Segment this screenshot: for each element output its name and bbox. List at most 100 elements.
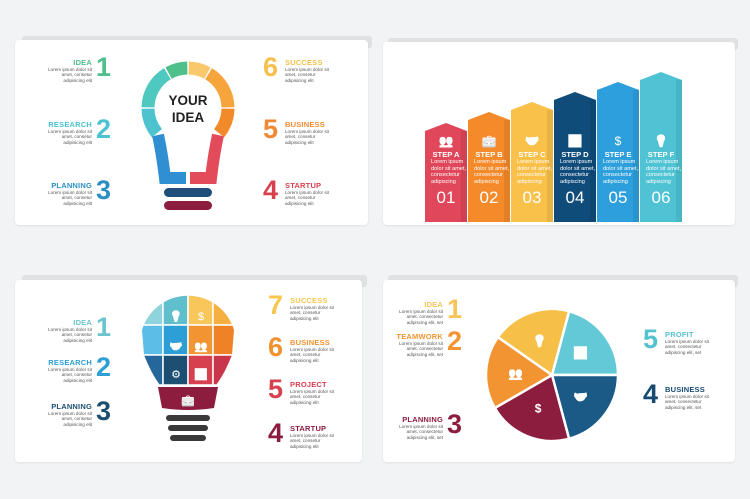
- step-number: 05: [608, 188, 628, 208]
- step-column-step-c: [511, 102, 553, 222]
- step-column-shade: [461, 131, 467, 222]
- item-label: RESEARCH: [48, 358, 92, 367]
- bulb-tile: [212, 324, 234, 356]
- bulb-segment: [152, 133, 186, 184]
- lightbulb-outline-graphic: [141, 61, 235, 210]
- step-column-step-f: [640, 72, 682, 222]
- item-description: Lorem ipsum dolor sit amet, consetur adi…: [290, 389, 334, 405]
- lightbulb-icon: 💡: [532, 334, 547, 348]
- item-description: Lorem ipsum dolor sit amet, consetur adi…: [285, 67, 329, 83]
- item-number: 5: [263, 114, 279, 144]
- step-description: Lorem ipsum dolor sit amet, consectetur …: [517, 159, 553, 185]
- item-label: BUSINESS: [290, 338, 330, 347]
- list-item-planning: PLANNING Lorem ipsum dolor sit amet, cons…: [383, 411, 462, 440]
- step-title: STEP A: [432, 150, 460, 159]
- step-column-shade: [504, 120, 510, 222]
- step-number: 04: [565, 188, 585, 208]
- item-number: 3: [447, 409, 463, 439]
- pie-slice: [493, 373, 571, 443]
- pie-cycle-graphic: 📊 🤝 $ 👥 💡: [484, 307, 620, 443]
- step-content: $ STEP E Lorem ipsum dolor sit amet, conse…: [597, 134, 639, 208]
- steps-graphic: [425, 72, 682, 222]
- list-item-success: SUCCESS Lorem ipsum dolor sit amet, conse…: [263, 54, 345, 83]
- item-description: Lorem ipsum dolor sit amet, consetur adi…: [48, 327, 92, 343]
- step-title: STEP E: [604, 150, 632, 159]
- bulb-tiles: [142, 295, 234, 385]
- item-label: BUSINESS: [285, 120, 325, 129]
- list-item-startup: STARTUP Lorem ipsum dolor sit amet, conse…: [263, 177, 345, 206]
- bulb-segment: [204, 68, 235, 108]
- item-number: 5: [643, 324, 659, 354]
- bulb-tile: [212, 295, 234, 326]
- list-item-idea: IDEA Lorem ipsum dolor sit amet, consetur…: [32, 314, 111, 343]
- item-label: PLANNING: [402, 415, 443, 424]
- item-number: 5: [268, 374, 284, 404]
- gear-icon: ⚙: [171, 369, 181, 381]
- item-description: Lorem ipsum dolor sit amet, consetur adi…: [48, 67, 92, 83]
- bulb-segment: [213, 108, 235, 138]
- lightbulb-icon: 💡: [653, 134, 669, 148]
- slide-pie-cycle[interactable]: 📊 🤝 $ 👥 💡 IDEA Lorem ipsum dolor sit amet, co…: [383, 280, 735, 462]
- step-number: 03: [522, 188, 542, 208]
- bulb-center-text: YOUR IDEA: [158, 92, 218, 126]
- item-number: 3: [96, 175, 112, 205]
- list-item-idea: IDEA Lorem ipsum dolor sit amet, consetur…: [32, 54, 111, 83]
- bulb-tile: [187, 354, 214, 385]
- item-label: PROFIT: [665, 330, 694, 339]
- step-column-shade: [547, 110, 553, 222]
- slide-lightbulb-grid[interactable]: 💡 $ 🤝 👥 ⚙ 📊 💼 IDEA Lorem ipsum dolor sit amet, …: [15, 280, 362, 462]
- bulb-tile: [142, 354, 164, 385]
- item-label: PROJECT: [290, 380, 327, 389]
- bulb-tile: [212, 354, 234, 385]
- bulb-tile: [142, 295, 164, 326]
- item-description: Lorem ipsum dolor sit amet, consetur adi…: [48, 411, 92, 427]
- item-number: 4: [263, 175, 279, 205]
- item-description: Lorem ipsum dolor sit amet, consectetur …: [399, 309, 443, 325]
- bulb-tile: [162, 354, 189, 385]
- item-description: Lorem ipsum dolor sit amet, consetur adi…: [290, 347, 334, 363]
- slide-steps[interactable]: 👥 STEP A Lorem ipsum dolor sit amet, conse…: [383, 42, 735, 225]
- briefcase-icon: 💼: [181, 395, 195, 407]
- list-item-idea: IDEA Lorem ipsum dolor sit amet, consecte…: [383, 296, 462, 325]
- list-item-business: BUSINESS Lorem ipsum dolor sit amet, cons…: [263, 116, 345, 145]
- step-description: Lorem ipsum dolor sit amet, consectetur …: [560, 159, 596, 185]
- list-item-research: RESEARCH Lorem ipsum dolor sit amet, cons…: [32, 116, 111, 145]
- item-number: 3: [96, 396, 112, 426]
- item-number: 2: [96, 352, 112, 382]
- bar-chart-icon: 📊: [573, 346, 588, 360]
- item-label: TEAMWORK: [396, 332, 443, 341]
- handshake-icon: 🤝: [573, 390, 588, 404]
- bulb-tile: [162, 295, 189, 326]
- step-column-step-a: [425, 123, 467, 222]
- list-item-success: SUCCESS Lorem ipsum dolor sit amet, conse…: [268, 292, 350, 321]
- step-content: 👥 STEP A Lorem ipsum dolor sit amet, conse…: [425, 134, 467, 208]
- item-description: Lorem ipsum dolor sit amet, consetur adi…: [48, 129, 92, 145]
- slide-lightbulb-idea[interactable]: YOUR IDEA IDEA Lorem ipsum dolor sit amet…: [15, 40, 368, 225]
- dollar-icon: $: [614, 134, 622, 148]
- step-title: STEP C: [518, 150, 546, 159]
- item-label: STARTUP: [285, 181, 322, 190]
- item-number: 7: [268, 290, 284, 320]
- dollar-icon: $: [535, 402, 542, 416]
- list-item-teamwork: TEAMWORK Lorem ipsum dolor sit amet, cons…: [383, 328, 462, 357]
- step-description: Lorem ipsum dolor sit amet, consectetur …: [603, 159, 639, 185]
- item-description: Lorem ipsum dolor sit amet, consetur adi…: [290, 433, 334, 449]
- center-text-line: IDEA: [171, 110, 205, 125]
- bar-chart-icon: 📊: [567, 134, 583, 148]
- item-label: BUSINESS: [665, 385, 705, 394]
- item-label: STARTUP: [290, 424, 327, 433]
- item-label: IDEA: [73, 58, 92, 67]
- step-number: 01: [436, 188, 456, 208]
- step-column-step-e: [597, 82, 639, 222]
- item-number: 1: [96, 312, 112, 342]
- step-content: 💼 STEP B Lorem ipsum dolor sit amet, conse…: [468, 134, 510, 208]
- pie-slice: [550, 309, 620, 377]
- item-description: Lorem ipsum dolor sit amet, consetur adi…: [48, 367, 92, 383]
- step-content: 💡 STEP F Lorem ipsum dolor sit amet, conse…: [640, 134, 682, 208]
- list-item-planning: PLANNING Lorem ipsum dolor sit amet, cons…: [32, 398, 111, 427]
- bulb-segment: [190, 133, 224, 184]
- step-title: STEP B: [475, 150, 503, 159]
- step-description: Lorem ipsum dolor sit amet, consectetur …: [474, 159, 510, 185]
- item-description: Lorem ipsum dolor sit amet, consectetur …: [665, 394, 709, 410]
- step-title: STEP D: [561, 150, 589, 159]
